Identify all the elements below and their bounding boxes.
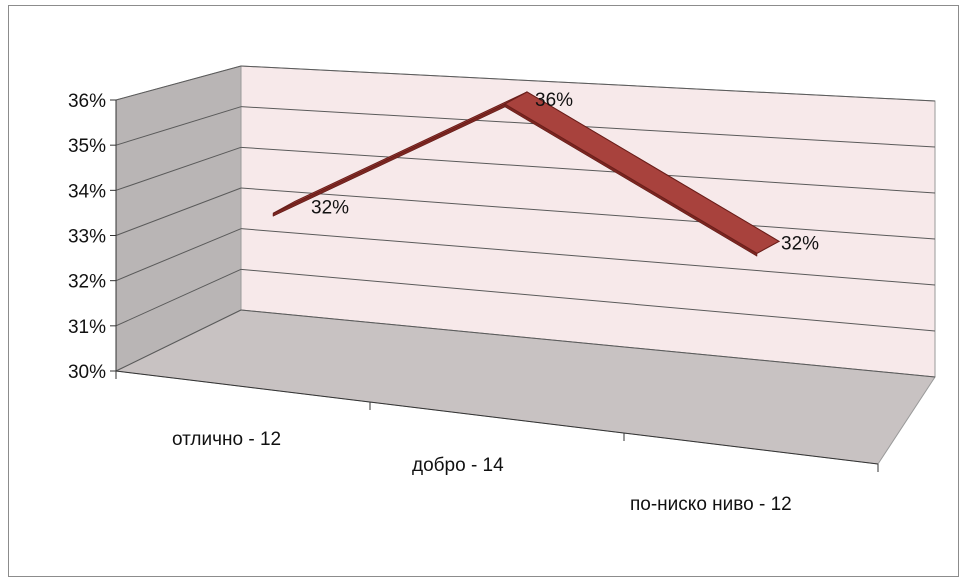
gridline-side: [115, 268, 242, 327]
gridline-back: [240, 187, 936, 240]
gridline-back: [240, 228, 936, 286]
gridline-side: [115, 309, 242, 372]
gridline-back: [240, 106, 936, 148]
y-tick-label: 30%: [68, 362, 106, 383]
y-tick-label: 36%: [68, 91, 106, 112]
y-tick-label: 35%: [68, 136, 106, 157]
ribbon-segment-face: [503, 91, 781, 254]
data-labels: 32% 36% 32%: [311, 90, 819, 254]
y-axis-ticks: 30% 31% 32% 33% 34% 35% 36%: [68, 91, 116, 383]
gridline-back: [240, 309, 936, 378]
gridline-back: [240, 146, 936, 194]
y-tick-label: 34%: [68, 181, 106, 202]
x-category-label: по-ниско ниво - 12: [630, 494, 792, 515]
data-label: 36%: [535, 90, 573, 111]
y-tick-label: 32%: [68, 272, 106, 293]
data-label: 32%: [311, 197, 349, 218]
x-axis-ticks: отлично - 12 добро - 14 по-ниско ниво - 12: [115, 371, 879, 515]
gridline-side: [115, 187, 242, 236]
gridlines: [115, 65, 936, 378]
y-tick-label: 31%: [68, 317, 106, 338]
x-axis-line: [115, 370, 879, 465]
gridline-side: [115, 228, 242, 282]
x-category-label: добро - 14: [412, 455, 504, 476]
gridline-back: [240, 268, 936, 332]
x-category-label: отлично - 12: [172, 429, 281, 450]
gridline-side: [115, 65, 242, 101]
gridline-side: [115, 146, 242, 191]
data-label: 32%: [781, 233, 819, 254]
ribbon-series: [272, 91, 781, 257]
gridline-side: [115, 106, 242, 146]
gridline-back: [240, 65, 936, 102]
y-tick-label: 33%: [68, 227, 106, 248]
